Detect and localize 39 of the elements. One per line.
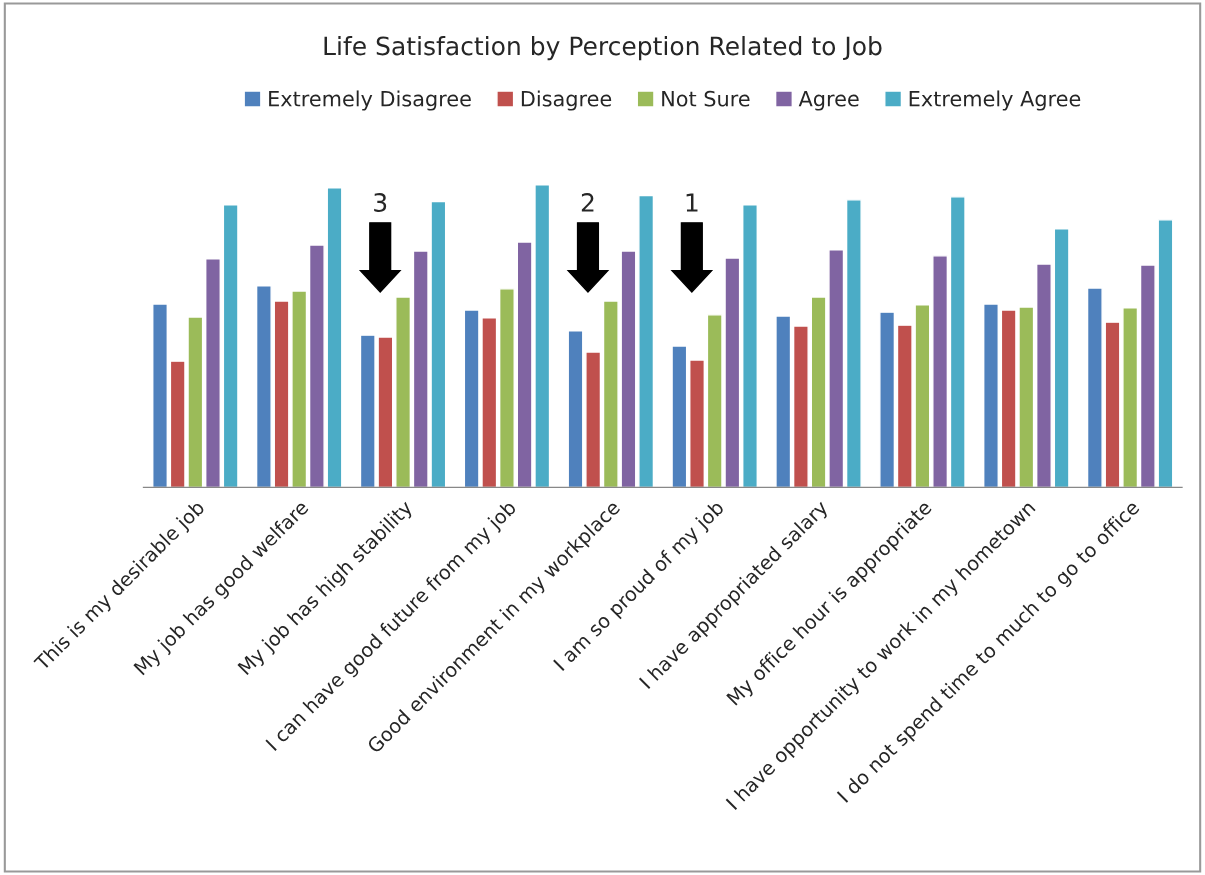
- bar: [689, 359, 705, 488]
- bar: [620, 250, 637, 488]
- legend-label: Not Sure: [662, 90, 750, 107]
- bar: [845, 199, 862, 488]
- bar: [932, 255, 949, 488]
- bar: [585, 351, 602, 488]
- bar: [792, 325, 809, 488]
- annotation: 1: [686, 193, 698, 212]
- bar: [567, 330, 584, 488]
- bar: [308, 244, 325, 488]
- bar: [1035, 263, 1052, 488]
- bar: [395, 296, 412, 488]
- bar: [879, 311, 896, 488]
- bar: [255, 285, 272, 488]
- legend-label: Agree: [798, 91, 859, 111]
- bar: [326, 187, 343, 488]
- bar: [602, 300, 619, 488]
- annotation: 3: [374, 193, 387, 212]
- bar: [1104, 321, 1121, 488]
- bar: [671, 345, 688, 488]
- bar: [152, 303, 168, 488]
- bar: [983, 303, 999, 488]
- bar: [742, 204, 758, 488]
- annotation: 2: [581, 193, 594, 212]
- bar: [222, 204, 239, 488]
- bar: [498, 288, 515, 488]
- bar: [775, 315, 792, 488]
- bar: [638, 194, 655, 488]
- legend-label: Extremely Agree: [909, 90, 1081, 111]
- bar: [1122, 307, 1139, 488]
- chart-title: Life Satisfaction by Perception Related to Job: [324, 36, 882, 61]
- bar: [205, 258, 221, 488]
- bar: [1157, 219, 1174, 488]
- bar: [1086, 287, 1103, 488]
- bar: [1139, 264, 1156, 488]
- legend-label: Extremely Disagree: [269, 90, 471, 111]
- legend-label: Disagree: [521, 90, 612, 111]
- bar: [1053, 228, 1070, 488]
- bar: [949, 196, 966, 488]
